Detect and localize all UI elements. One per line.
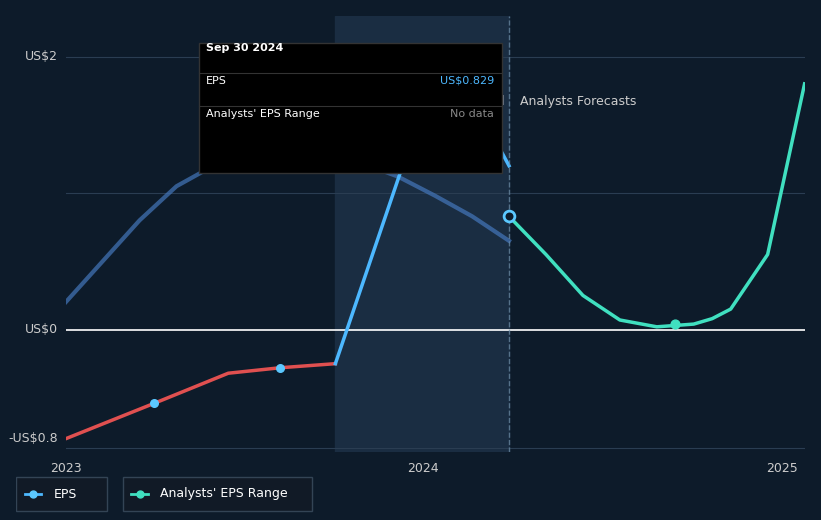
Text: 2025: 2025 — [767, 462, 798, 475]
Text: -US$0.8: -US$0.8 — [9, 432, 58, 445]
Text: EPS: EPS — [53, 488, 76, 500]
FancyBboxPatch shape — [199, 43, 502, 173]
Text: 2024: 2024 — [407, 462, 439, 475]
Text: Sep 30 2024: Sep 30 2024 — [206, 43, 283, 53]
Text: US$0: US$0 — [25, 323, 58, 336]
Text: 2023: 2023 — [50, 462, 81, 475]
Text: Actual: Actual — [461, 95, 506, 108]
Point — [668, 320, 681, 328]
Text: EPS: EPS — [206, 76, 227, 86]
FancyBboxPatch shape — [16, 477, 107, 511]
Text: Analysts' EPS Range: Analysts' EPS Range — [160, 488, 287, 500]
Point — [502, 212, 516, 220]
Text: US$2: US$2 — [25, 50, 58, 63]
Point — [429, 66, 442, 74]
Text: No data: No data — [451, 109, 494, 119]
Bar — [336, 16, 509, 452]
Point — [470, 100, 483, 109]
Text: Analysts' EPS Range: Analysts' EPS Range — [206, 109, 320, 119]
FancyBboxPatch shape — [123, 477, 312, 511]
Text: US$0.829: US$0.829 — [440, 76, 494, 86]
Point — [148, 399, 161, 408]
Point — [502, 212, 516, 220]
Text: Analysts Forecasts: Analysts Forecasts — [521, 95, 636, 108]
Point — [273, 363, 287, 372]
